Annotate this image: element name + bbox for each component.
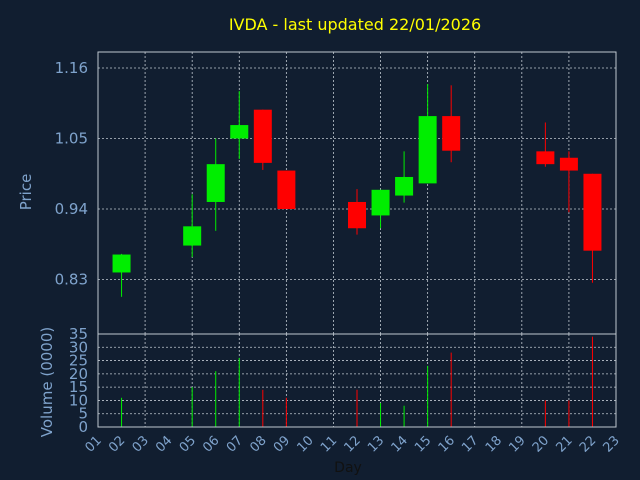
volume-tick-label: 20 — [69, 365, 88, 383]
price-tick-label: 1.16 — [55, 59, 88, 77]
candle-body — [348, 201, 366, 229]
candle-body — [442, 116, 461, 151]
candle-body — [183, 226, 202, 246]
candle-body — [418, 116, 437, 184]
volume-tick-label: 25 — [69, 352, 88, 370]
day-axis-label: Day — [334, 460, 362, 476]
candle-body — [371, 189, 390, 216]
day-axis-ticks: 01 02 03 04 05 06 07 08 09 10 11 12 13 14 15 16 17 18 19 20… — [83, 433, 623, 455]
volume-tick-label: 30 — [69, 338, 88, 356]
price-tick-label: 0.83 — [55, 271, 88, 289]
candles — [112, 84, 602, 297]
volume-tick-label: 0 — [78, 418, 88, 436]
price-tick-label: 0.94 — [55, 200, 88, 218]
volume-tick-label: 10 — [69, 391, 88, 409]
volume-tick-label: 5 — [78, 405, 88, 423]
candle-body — [536, 151, 555, 165]
price-axis-label: Price — [17, 174, 35, 211]
plot-frame — [97, 51, 617, 428]
candle-body — [112, 254, 131, 273]
candle-body — [395, 176, 414, 196]
price-tick-label: 1.05 — [55, 130, 88, 148]
candle-body — [277, 170, 296, 210]
candle-body — [583, 173, 602, 251]
chart-title: IVDA - last updated 22/01/2026 — [229, 15, 481, 34]
candle-body — [206, 164, 225, 202]
volume-axis-label: Volume (0000) — [38, 327, 56, 437]
candle-body — [559, 157, 578, 171]
volume-tick-label: 35 — [69, 325, 88, 343]
price-axis-ticks: 0.83 0.94 1.05 1.16 — [55, 59, 88, 289]
volume-tick-label: 15 — [69, 378, 88, 396]
candle-body — [230, 125, 249, 139]
candle-body — [253, 109, 272, 163]
volume-bars — [121, 336, 593, 427]
